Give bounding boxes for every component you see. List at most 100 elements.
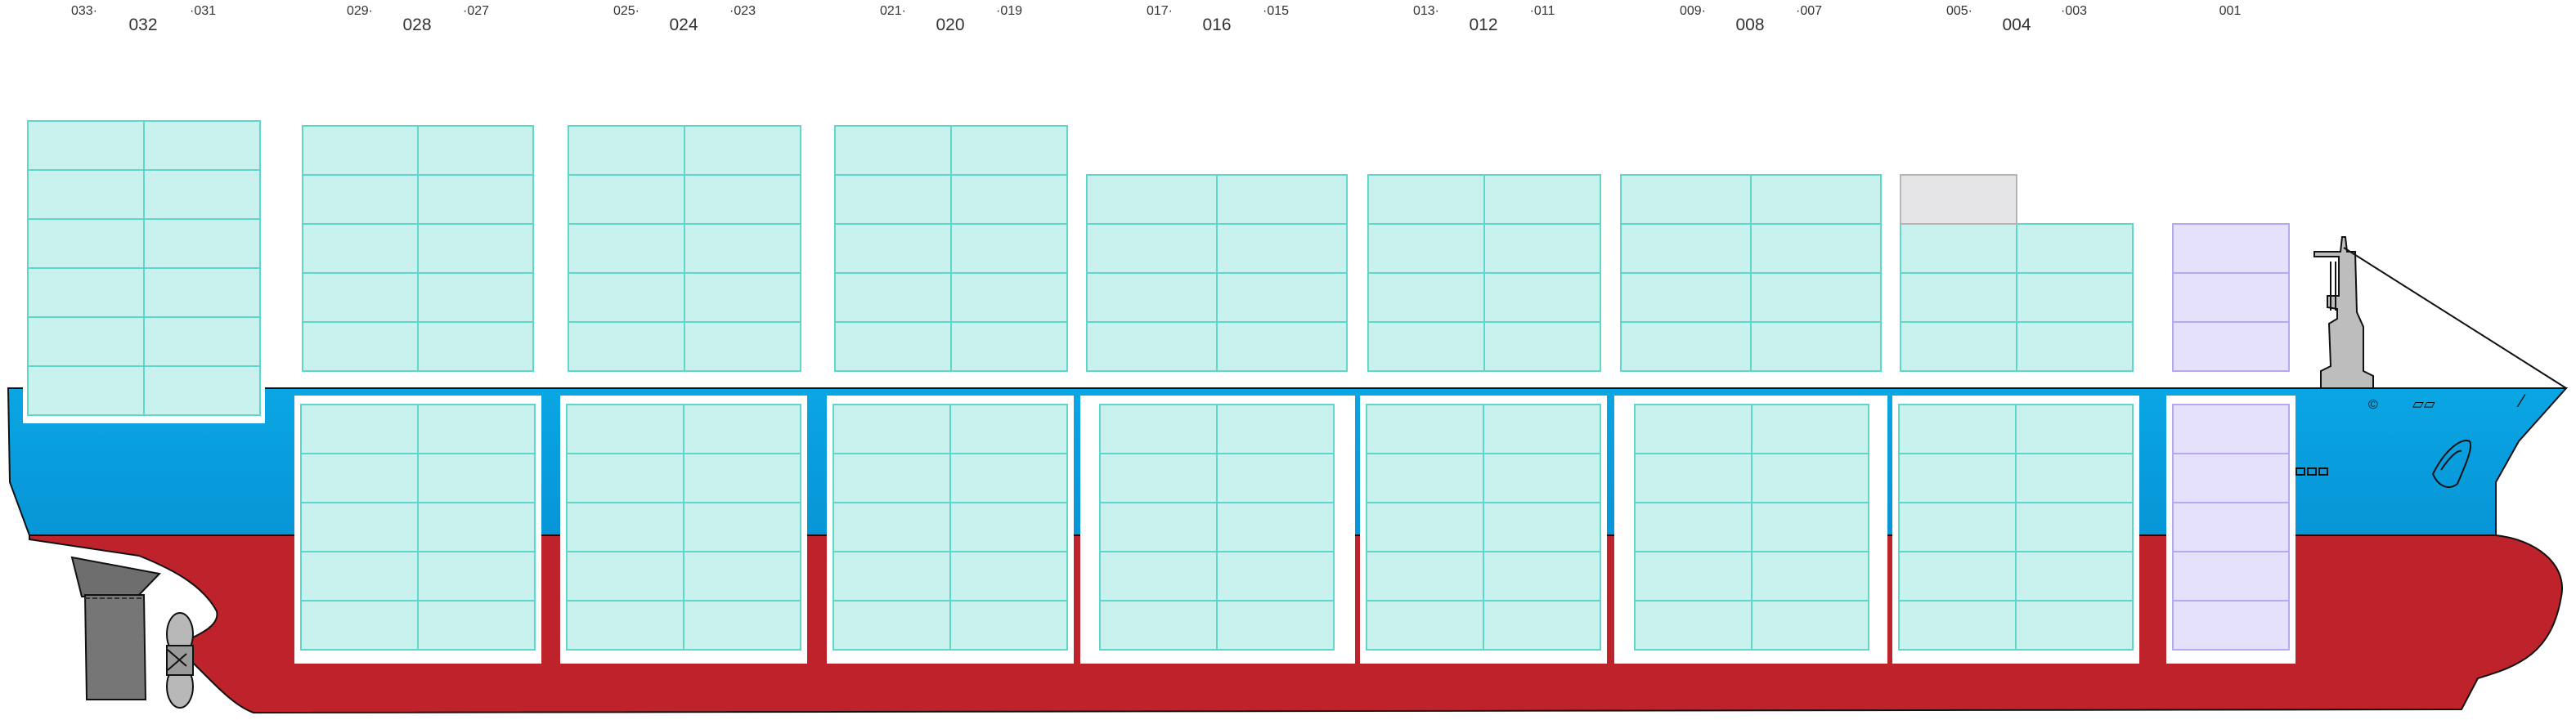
deck-slot[interactable] <box>2172 272 2290 323</box>
deck-slot[interactable] <box>1620 223 1752 274</box>
deck-slot[interactable] <box>1483 321 1601 372</box>
hold-slot[interactable] <box>1634 404 1752 454</box>
hold-slot[interactable] <box>1898 551 2017 601</box>
deck-slot[interactable] <box>27 316 145 367</box>
hold-slot[interactable] <box>566 453 684 503</box>
deck-slot[interactable] <box>568 125 685 176</box>
hold-slot[interactable] <box>566 551 684 601</box>
deck-slot[interactable] <box>1750 272 1882 323</box>
hold-slot[interactable] <box>2015 404 2134 454</box>
hold-slot[interactable] <box>1483 600 1601 651</box>
deck-slot[interactable] <box>1620 272 1752 323</box>
deck-slot[interactable] <box>568 272 685 323</box>
hold-slot[interactable] <box>1751 502 1869 552</box>
deck-slot[interactable] <box>2016 223 2134 274</box>
hold-slot[interactable] <box>1898 502 2017 552</box>
hold-slot[interactable] <box>683 600 801 651</box>
bay-020[interactable] <box>827 125 1074 664</box>
hold-slot[interactable] <box>417 600 536 651</box>
bay-012[interactable] <box>1360 174 1607 664</box>
hold-slot[interactable] <box>1751 600 1869 651</box>
deck-slot[interactable] <box>417 223 534 274</box>
deck-slot[interactable] <box>143 267 261 318</box>
deck-slot[interactable] <box>1750 174 1882 225</box>
hold-slot[interactable] <box>832 404 951 454</box>
hold-slot[interactable] <box>1216 404 1335 454</box>
hold-slot[interactable] <box>566 502 684 552</box>
deck-slot[interactable] <box>568 223 685 274</box>
deck-slot[interactable] <box>1900 272 2017 323</box>
bay-004[interactable] <box>1892 174 2139 664</box>
hold-slot[interactable] <box>1634 551 1752 601</box>
deck-slot[interactable] <box>1367 272 1485 323</box>
deck-slot[interactable] <box>568 321 685 372</box>
deck-slot[interactable] <box>1216 223 1348 274</box>
deck-slot[interactable] <box>143 316 261 367</box>
hold-slot[interactable] <box>683 502 801 552</box>
deck-slot[interactable] <box>27 365 145 416</box>
hold-slot[interactable] <box>1366 404 1484 454</box>
deck-slot[interactable] <box>1216 272 1348 323</box>
deck-slot[interactable] <box>1086 321 1218 372</box>
hold-slot[interactable] <box>1898 453 2017 503</box>
deck-slot[interactable] <box>143 218 261 269</box>
hold-slot[interactable] <box>1634 453 1752 503</box>
deck-slot[interactable] <box>1367 174 1485 225</box>
deck-slot[interactable] <box>950 272 1068 323</box>
deck-slot[interactable] <box>2172 223 2290 274</box>
deck-slot[interactable] <box>950 174 1068 225</box>
hold-slot[interactable] <box>1751 551 1869 601</box>
grey-slot[interactable] <box>1900 174 2017 225</box>
hold-slot[interactable] <box>949 502 1068 552</box>
hold-slot[interactable] <box>1099 551 1218 601</box>
deck-slot[interactable] <box>950 321 1068 372</box>
hold-slot[interactable] <box>300 551 419 601</box>
hold-slot[interactable] <box>949 453 1068 503</box>
hold-slot[interactable] <box>1751 404 1869 454</box>
hold-slot[interactable] <box>417 404 536 454</box>
hold-slot[interactable] <box>1634 600 1752 651</box>
deck-slot[interactable] <box>1367 321 1485 372</box>
deck-slot[interactable] <box>1086 223 1218 274</box>
hold-slot[interactable] <box>417 453 536 503</box>
deck-slot[interactable] <box>684 272 801 323</box>
deck-slot[interactable] <box>417 174 534 225</box>
deck-slot[interactable] <box>1620 321 1752 372</box>
deck-slot[interactable] <box>834 174 952 225</box>
hold-slot[interactable] <box>1366 551 1484 601</box>
deck-slot[interactable] <box>1620 174 1752 225</box>
hold-slot[interactable] <box>683 453 801 503</box>
hold-slot[interactable] <box>949 600 1068 651</box>
hold-slot[interactable] <box>566 404 684 454</box>
deck-slot[interactable] <box>302 125 419 176</box>
deck-slot[interactable] <box>1086 174 1218 225</box>
hold-slot[interactable] <box>2015 502 2134 552</box>
deck-slot[interactable] <box>684 174 801 225</box>
hold-slot[interactable] <box>1751 453 1869 503</box>
hold-slot[interactable] <box>683 404 801 454</box>
hold-slot[interactable] <box>1099 453 1218 503</box>
deck-slot[interactable] <box>834 223 952 274</box>
deck-slot[interactable] <box>302 174 419 225</box>
deck-slot[interactable] <box>2016 272 2134 323</box>
deck-slot[interactable] <box>684 321 801 372</box>
deck-slot[interactable] <box>1216 321 1348 372</box>
deck-slot[interactable] <box>1483 223 1601 274</box>
deck-slot[interactable] <box>417 125 534 176</box>
hold-slot[interactable] <box>300 502 419 552</box>
deck-slot[interactable] <box>1900 321 2017 372</box>
deck-slot[interactable] <box>1216 174 1348 225</box>
deck-slot[interactable] <box>834 272 952 323</box>
hold-slot[interactable] <box>1483 502 1601 552</box>
hold-slot[interactable] <box>1099 404 1218 454</box>
deck-slot[interactable] <box>834 321 952 372</box>
hold-slot[interactable] <box>2172 502 2290 552</box>
bay-008[interactable] <box>1614 174 1887 664</box>
deck-slot[interactable] <box>684 223 801 274</box>
deck-slot[interactable] <box>27 120 145 171</box>
hold-slot[interactable] <box>1483 453 1601 503</box>
bay-bay-001[interactable] <box>2166 223 2296 664</box>
hold-slot[interactable] <box>1898 404 2017 454</box>
deck-slot[interactable] <box>1483 174 1601 225</box>
bay-016[interactable] <box>1080 174 1355 664</box>
